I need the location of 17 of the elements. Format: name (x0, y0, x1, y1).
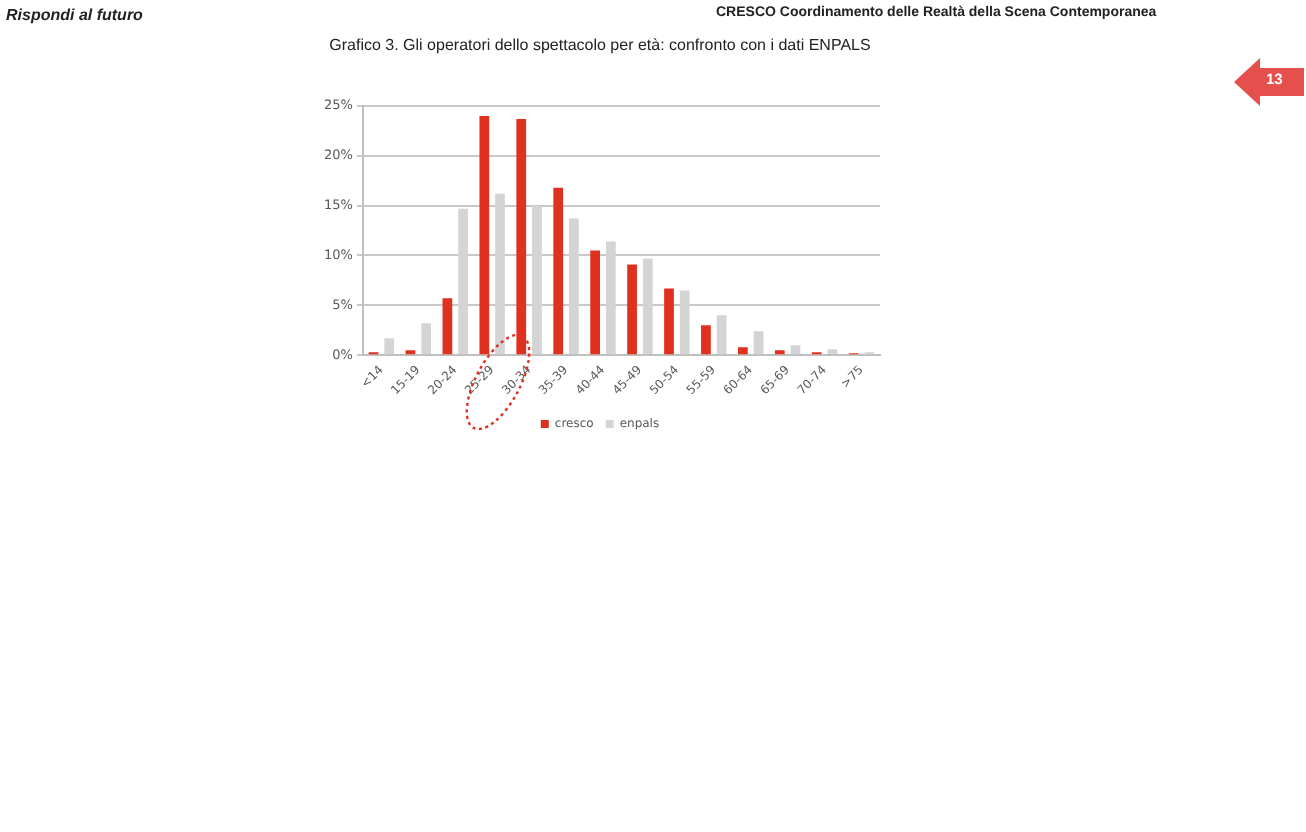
bar (753, 331, 764, 355)
bar (442, 298, 453, 355)
bar (790, 345, 801, 355)
bar (627, 264, 637, 355)
bar (421, 323, 432, 355)
bar (590, 250, 600, 355)
bar (827, 349, 838, 355)
bar (553, 187, 564, 355)
bar (516, 118, 527, 355)
bar (664, 288, 674, 355)
bar (384, 338, 395, 355)
bar (738, 347, 748, 355)
bar (479, 115, 490, 355)
bar (701, 325, 711, 355)
bar (716, 315, 727, 355)
text: Rispondi al futuro (6, 6, 143, 24)
chart-title: Grafico 3. Gli operatori dello spettacolo per età: confronto con i dati ENPALS (327, 36, 873, 54)
